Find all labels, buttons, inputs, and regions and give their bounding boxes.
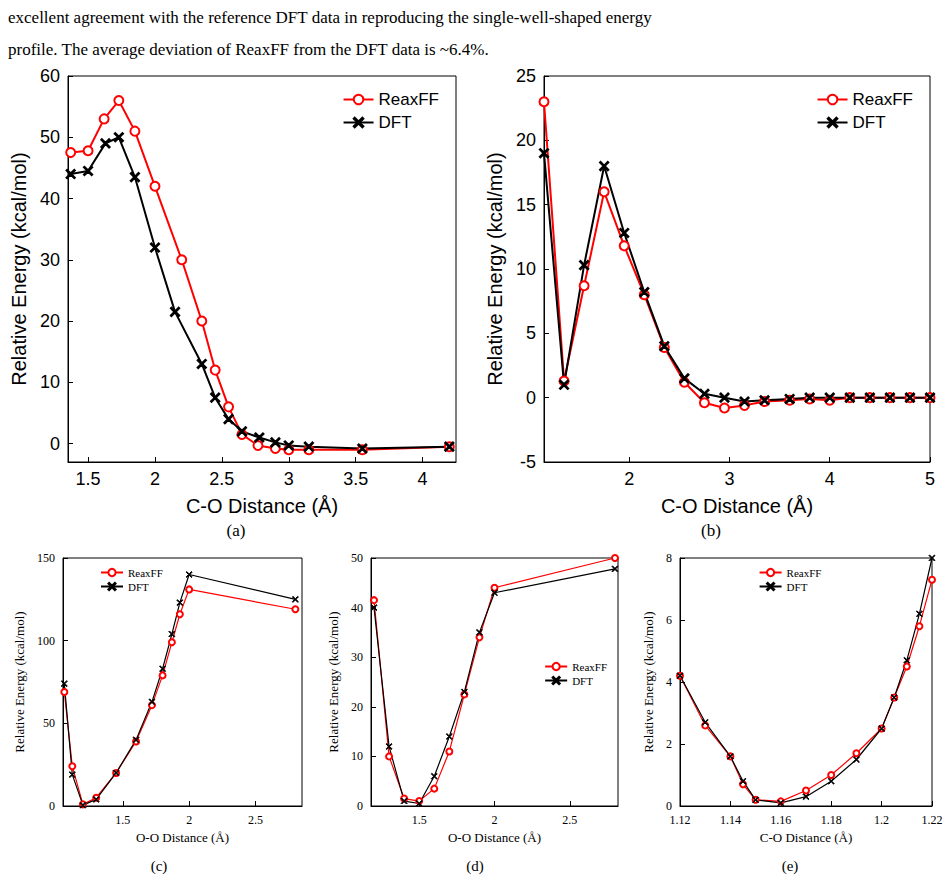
svg-text:40: 40 [40,189,60,209]
svg-text:2: 2 [186,813,192,827]
svg-text:30: 30 [40,250,60,270]
svg-text:20: 20 [351,700,363,714]
svg-text:1.22: 1.22 [922,813,943,827]
svg-text:3: 3 [284,469,294,489]
svg-text:3.5: 3.5 [343,469,368,489]
html-text:excellent agreement with the r: excellent agreement with the reference D… [8,8,652,27]
svg-text:1.16: 1.16 [770,813,791,827]
svg-text:20: 20 [40,311,60,331]
svg-text:0: 0 [49,799,55,813]
svg-text:DFT: DFT [572,675,593,687]
svg-text:C-O Distance (Å): C-O Distance (Å) [661,495,813,517]
svg-text:0: 0 [50,434,60,454]
svg-text:4: 4 [666,675,672,689]
svg-text:10: 10 [516,259,536,279]
svg-text:50: 50 [40,127,60,147]
svg-text:10: 10 [40,372,60,392]
svg-text:1.5: 1.5 [76,469,101,489]
svg-text:Relative Energy (kcal/mol): Relative Energy (kcal/mol) [641,611,656,752]
svg-text:0: 0 [666,799,672,813]
svg-text:100: 100 [37,634,55,648]
svg-text:(d): (d) [466,858,484,875]
svg-text:2: 2 [666,737,672,751]
svg-text:2.5: 2.5 [248,813,263,827]
svg-text:1.14: 1.14 [720,813,741,827]
svg-text:5: 5 [925,469,935,489]
svg-text:(c): (c) [151,858,168,875]
svg-text:4: 4 [418,469,428,489]
svg-text:ReaxFF: ReaxFF [379,90,439,109]
svg-text:1.18: 1.18 [821,813,842,827]
svg-text:DFT: DFT [787,581,808,593]
svg-text:ReaxFF: ReaxFF [128,567,163,579]
svg-text:ReaxFF: ReaxFF [787,567,822,579]
svg-text:O-O Distance (Å): O-O Distance (Å) [448,830,541,845]
svg-text:15: 15 [516,195,536,215]
svg-text:0: 0 [357,799,363,813]
svg-text:ReaxFF: ReaxFF [853,90,913,109]
svg-text:0: 0 [526,388,536,408]
svg-text:60: 60 [40,66,60,86]
svg-text:8: 8 [666,551,672,565]
svg-text:3: 3 [724,469,734,489]
svg-text:Relative Energy (kcal/mol): Relative Energy (kcal/mol) [12,611,27,752]
svg-text:Relative Energy (kcal/mol): Relative Energy (kcal/mol) [484,152,506,385]
svg-text:O-O Distance (Å): O-O Distance (Å) [136,830,229,845]
svg-text:6: 6 [666,613,672,627]
svg-text:Relative Energy (kcal/mol): Relative Energy (kcal/mol) [326,611,341,752]
svg-text:25: 25 [516,66,536,86]
svg-text:5: 5 [526,323,536,343]
svg-text:50: 50 [43,716,55,730]
svg-text:10: 10 [351,749,363,763]
svg-text:1.2: 1.2 [874,813,889,827]
svg-text:DFT: DFT [128,581,149,593]
svg-text:1.5: 1.5 [412,813,427,827]
svg-text:4: 4 [825,469,835,489]
svg-text:(b): (b) [701,521,721,540]
svg-text:(e): (e) [782,858,799,875]
svg-text:150: 150 [37,551,55,565]
svg-text:1.12: 1.12 [670,813,691,827]
svg-text:(a): (a) [227,521,246,540]
svg-text:2: 2 [624,469,634,489]
svg-text:DFT: DFT [853,113,886,132]
svg-text:2.5: 2.5 [562,813,577,827]
svg-text:2: 2 [150,469,160,489]
svg-text:50: 50 [351,551,363,565]
svg-text:DFT: DFT [379,113,412,132]
svg-text:2.5: 2.5 [209,469,234,489]
svg-text:C-O Distance (Å): C-O Distance (Å) [760,830,852,845]
svg-text:C-O Distance (Å): C-O Distance (Å) [186,495,338,517]
svg-text:2: 2 [492,813,498,827]
svg-text:-5: -5 [520,452,536,472]
svg-text:20: 20 [516,130,536,150]
svg-text:ReaxFF: ReaxFF [572,661,607,673]
svg-text:1.5: 1.5 [115,813,130,827]
svg-text:40: 40 [351,601,363,615]
svg-text:30: 30 [351,650,363,664]
html-text:profile. The average deviation: profile. The average deviation of ReaxFF… [8,40,489,59]
svg-text:Relative Energy (kcal/mol): Relative Energy (kcal/mol) [8,152,30,385]
